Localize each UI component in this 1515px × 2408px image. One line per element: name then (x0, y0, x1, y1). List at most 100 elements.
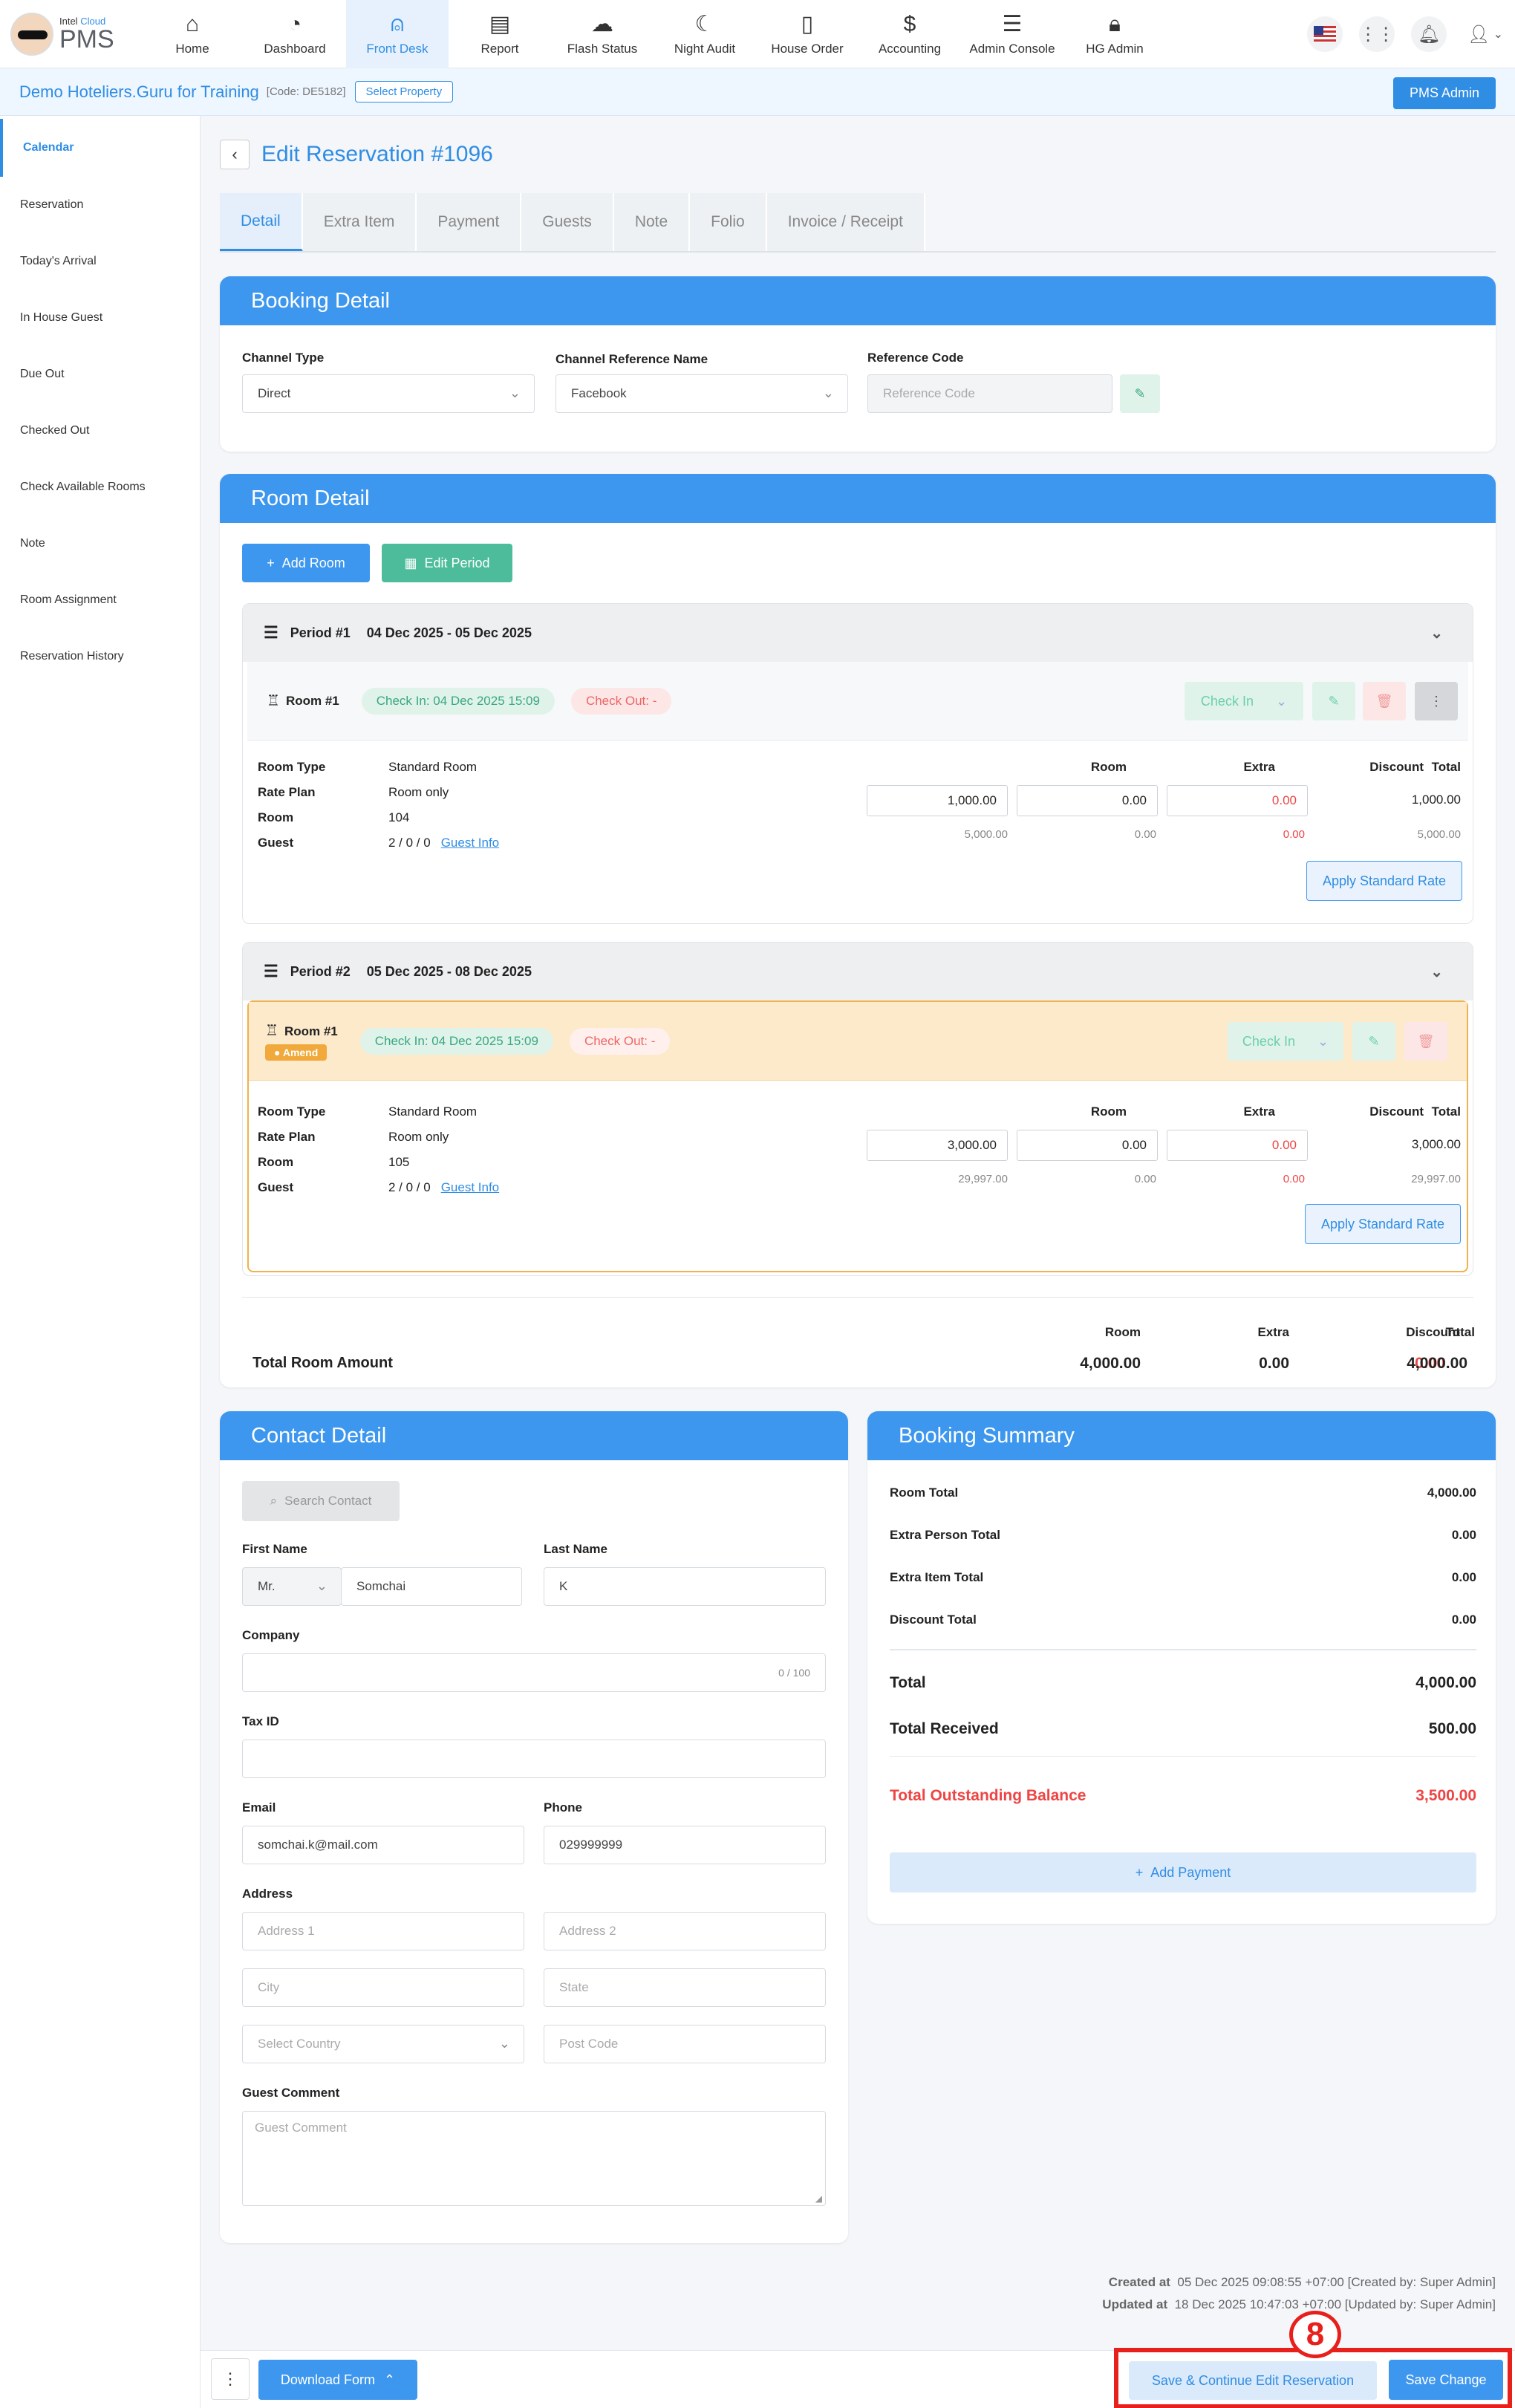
sidebar-item-todays-arrival[interactable]: Today's Arrival (20, 255, 97, 267)
accounting-icon: $ (903, 11, 916, 36)
period-2-header[interactable]: ☰ Period #2 05 Dec 2025 - 08 Dec 2025 ⌄ (243, 943, 1473, 1000)
discount-amount-input[interactable]: 0.00 (1167, 785, 1308, 816)
guest-comment-textarea[interactable]: Guest Comment ◢ (242, 2111, 826, 2206)
total-col-extra: Extra (1257, 1325, 1289, 1339)
sidebar-item-reservation-history[interactable]: Reservation History (20, 650, 124, 663)
last-name-input[interactable]: K (544, 1567, 826, 1606)
back-button[interactable]: ‹ (220, 140, 250, 169)
col-room: Room (1090, 760, 1127, 774)
pencil-icon: ✎ (1368, 1033, 1380, 1049)
room-amount-input[interactable]: 3,000.00 (867, 1130, 1008, 1161)
more-options-button[interactable]: ⋮ (1415, 682, 1458, 720)
apps-grid-button[interactable]: ⋮⋮ (1359, 16, 1395, 52)
select-property-button[interactable]: Select Property (354, 81, 454, 102)
lock-icon: 🔒︎ (1109, 11, 1121, 36)
add-room-button[interactable]: + Add Room (242, 544, 370, 582)
booking-detail-header: Booking Detail (220, 276, 1496, 325)
state-input[interactable]: State (544, 1968, 826, 2007)
address2-input[interactable]: Address 2 (544, 1912, 826, 1950)
notifications-button[interactable]: 🔔︎ (1411, 16, 1447, 52)
edit-reference-code-button[interactable]: ✎ (1120, 374, 1160, 413)
tab-guests[interactable]: Guests (521, 193, 614, 251)
period-1-header[interactable]: ☰ Period #1 04 Dec 2025 - 05 Dec 2025 ⌄ (243, 604, 1473, 662)
nav-house-order[interactable]: ▯ House Order (756, 0, 858, 68)
nav-label: Dashboard (264, 41, 326, 56)
home-icon: ⌂ (185, 11, 200, 36)
apply-standard-rate-button[interactable]: Apply Standard Rate (1306, 861, 1462, 901)
guest-info-link[interactable]: Guest Info (440, 1180, 500, 1194)
total-total-value: 4,000.00 (1407, 1355, 1467, 1372)
room-amount-input[interactable]: 1,000.00 (867, 785, 1008, 816)
tab-payment[interactable]: Payment (417, 193, 522, 251)
nav-report[interactable]: ▤ Report (449, 0, 551, 68)
delete-room-button[interactable]: 🗑︎ (1404, 1022, 1447, 1061)
edit-room-button[interactable]: ✎ (1352, 1022, 1395, 1061)
tab-invoice-receipt[interactable]: Invoice / Receipt (766, 193, 925, 251)
extra-amount-input[interactable]: 0.00 (1017, 785, 1158, 816)
country-select[interactable]: Select Country ⌄ (242, 2025, 524, 2063)
nav-home[interactable]: ⌂ Home (141, 0, 244, 68)
channel-reference-select[interactable]: Facebook ⌄ (556, 374, 848, 413)
guest-info-link[interactable]: Guest Info (440, 836, 500, 850)
tab-folio[interactable]: Folio (690, 193, 767, 251)
delete-room-button[interactable]: 🗑︎ (1363, 682, 1406, 720)
save-continue-button[interactable]: Save & Continue Edit Reservation (1129, 2361, 1377, 2400)
first-name-input[interactable]: Somchai (341, 1567, 522, 1606)
period-dates: 04 Dec 2025 - 05 Dec 2025 (366, 625, 532, 640)
city-input[interactable]: City (242, 1968, 524, 2007)
nav-front-desk[interactable]: ⍝ Front Desk (346, 0, 449, 68)
nav-flash-status[interactable]: ☁ Flash Status (551, 0, 654, 68)
add-payment-button[interactable]: + Add Payment (890, 1852, 1476, 1893)
nav-label: Night Audit (674, 41, 736, 56)
tab-detail[interactable]: Detail (220, 193, 303, 251)
language-button[interactable] (1307, 16, 1343, 52)
sidebar-item-due-out[interactable]: Due Out (20, 368, 65, 380)
search-contact-button[interactable]: ⌕ Search Contact (242, 1481, 400, 1521)
save-change-button[interactable]: Save Change (1389, 2360, 1503, 2400)
download-form-button[interactable]: Download Form ⌃ (258, 2360, 417, 2400)
email-input[interactable]: somchai.k@mail.com (242, 1826, 524, 1864)
check-in-button[interactable]: Check In ⌄ (1185, 682, 1303, 720)
tax-id-input[interactable] (242, 1740, 826, 1778)
footer-more-button[interactable]: ⋮ (211, 2358, 250, 2400)
rate-plan-value: Room only (388, 785, 449, 799)
title-select[interactable]: Mr. ⌄ (242, 1567, 342, 1606)
edit-room-button[interactable]: ✎ (1312, 682, 1355, 720)
discount-sub-amount: 0.00 (1283, 828, 1305, 841)
top-navigation: Intel Cloud PMS ⌂ Home ◔ Dashboard ⍝ Front … (0, 0, 1515, 68)
nav-hg-admin[interactable]: 🔒︎ HG Admin (1063, 0, 1166, 68)
sidebar-item-room-assignment[interactable]: Room Assignment (20, 593, 117, 606)
extra-amount-input[interactable]: 0.00 (1017, 1130, 1158, 1161)
check-in-button[interactable]: Check In ⌄ (1228, 1022, 1343, 1061)
nav-accounting[interactable]: $ Accounting (858, 0, 961, 68)
edit-period-button[interactable]: ▦ Edit Period (382, 544, 512, 582)
address1-input[interactable]: Address 1 (242, 1912, 524, 1950)
sidebar-item-checked-out[interactable]: Checked Out (20, 424, 90, 437)
channel-type-select[interactable]: Direct ⌄ (242, 374, 535, 413)
sidebar-item-reservation[interactable]: Reservation (20, 198, 84, 211)
sidebar-item-calendar[interactable]: Calendar (0, 119, 200, 177)
nav-admin-console[interactable]: ☰ Admin Console (961, 0, 1063, 68)
tab-extra-item[interactable]: Extra Item (302, 193, 417, 251)
post-code-input[interactable]: Post Code (544, 2025, 826, 2063)
apply-standard-rate-button[interactable]: Apply Standard Rate (1305, 1204, 1461, 1244)
book-icon: ▯ (801, 11, 814, 36)
app-logo[interactable]: Intel Cloud PMS (0, 12, 141, 56)
discount-amount-input[interactable]: 0.00 (1167, 1130, 1308, 1161)
created-label: Created at (1108, 2275, 1170, 2289)
company-input[interactable]: 0 / 100 (242, 1653, 826, 1692)
nav-dashboard[interactable]: ◔ Dashboard (244, 0, 346, 68)
reference-code-input[interactable]: Reference Code (867, 374, 1112, 413)
sidebar-item-check-available-rooms[interactable]: Check Available Rooms (20, 481, 146, 493)
nav-night-audit[interactable]: ☾ Night Audit (654, 0, 756, 68)
phone-input[interactable]: 029999999 (544, 1826, 826, 1864)
address-label: Address (242, 1887, 293, 1901)
user-menu[interactable]: 👤︎ ⌄ (1467, 24, 1503, 45)
address2-placeholder: Address 2 (559, 1924, 616, 1938)
tab-note[interactable]: Note (613, 193, 691, 251)
sidebar-item-in-house-guest[interactable]: In House Guest (20, 311, 103, 324)
resize-handle-icon[interactable]: ◢ (815, 2193, 822, 2204)
dashboard-icon: ◔ (287, 11, 302, 36)
pms-admin-button[interactable]: PMS Admin (1392, 77, 1496, 109)
sidebar-item-note[interactable]: Note (20, 537, 45, 550)
